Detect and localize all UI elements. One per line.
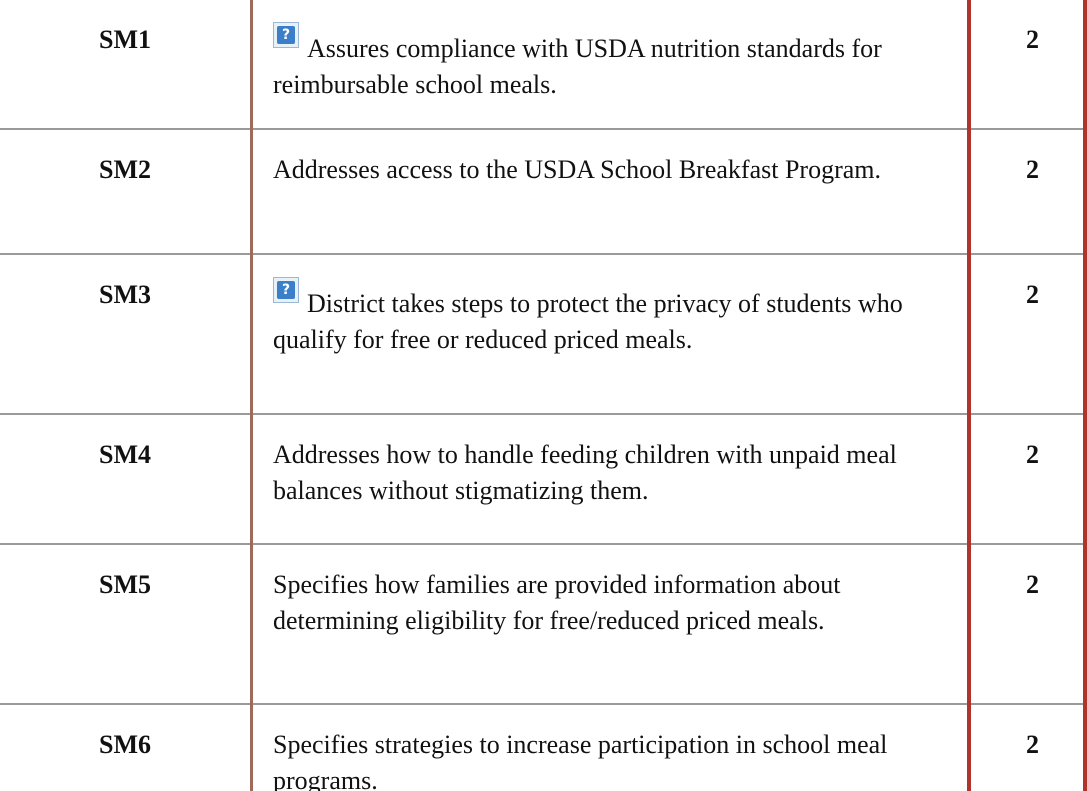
description-cell: Specifies how families are provided info…: [251, 543, 971, 705]
points-cell: 2: [969, 543, 1087, 705]
table-row: SM1? Assures compliance with USDA nutriti…: [0, 0, 1087, 130]
table-row: SM2 Addresses access to the USDA School B…: [0, 128, 1087, 255]
description-text: Assures compliance with USDA nutrition s…: [273, 34, 882, 99]
description-cell: Specifies strategies to increase partici…: [251, 703, 971, 791]
points-cell: 2: [969, 703, 1087, 791]
points-cell: 2: [969, 253, 1087, 415]
description-text: Addresses how to handle feeding children…: [273, 440, 897, 505]
description-text: Specifies how families are provided info…: [273, 570, 841, 635]
points-cell: 2: [969, 128, 1087, 255]
table-row: SM3? District takes steps to protect the …: [0, 253, 1087, 415]
points-cell: 2: [969, 413, 1087, 545]
description-cell: ? District takes steps to protect the pri…: [251, 253, 971, 415]
points-cell: 2: [969, 0, 1087, 130]
description-text: Specifies strategies to increase partici…: [273, 730, 888, 791]
code-cell: SM4: [0, 413, 253, 545]
code-cell: SM3: [0, 253, 253, 415]
description-cell: ? Assures compliance with USDA nutrition …: [251, 0, 971, 130]
code-cell: SM6: [0, 703, 253, 791]
table-row: SM5 Specifies how families are provided i…: [0, 543, 1087, 705]
code-cell: SM2: [0, 128, 253, 255]
description-cell: Addresses access to the USDA School Brea…: [251, 128, 971, 255]
help-icon[interactable]: ?: [273, 277, 299, 303]
table-row: SM4 Addresses how to handle feeding child…: [0, 413, 1087, 545]
code-cell: SM1: [0, 0, 253, 130]
description-text: Addresses access to the USDA School Brea…: [273, 155, 881, 184]
table-row: SM6 Specifies strategies to increase part…: [0, 703, 1087, 791]
description-text: District takes steps to protect the priv…: [273, 289, 903, 354]
description-cell: Addresses how to handle feeding children…: [251, 413, 971, 545]
help-icon[interactable]: ?: [273, 22, 299, 48]
code-cell: SM5: [0, 543, 253, 705]
